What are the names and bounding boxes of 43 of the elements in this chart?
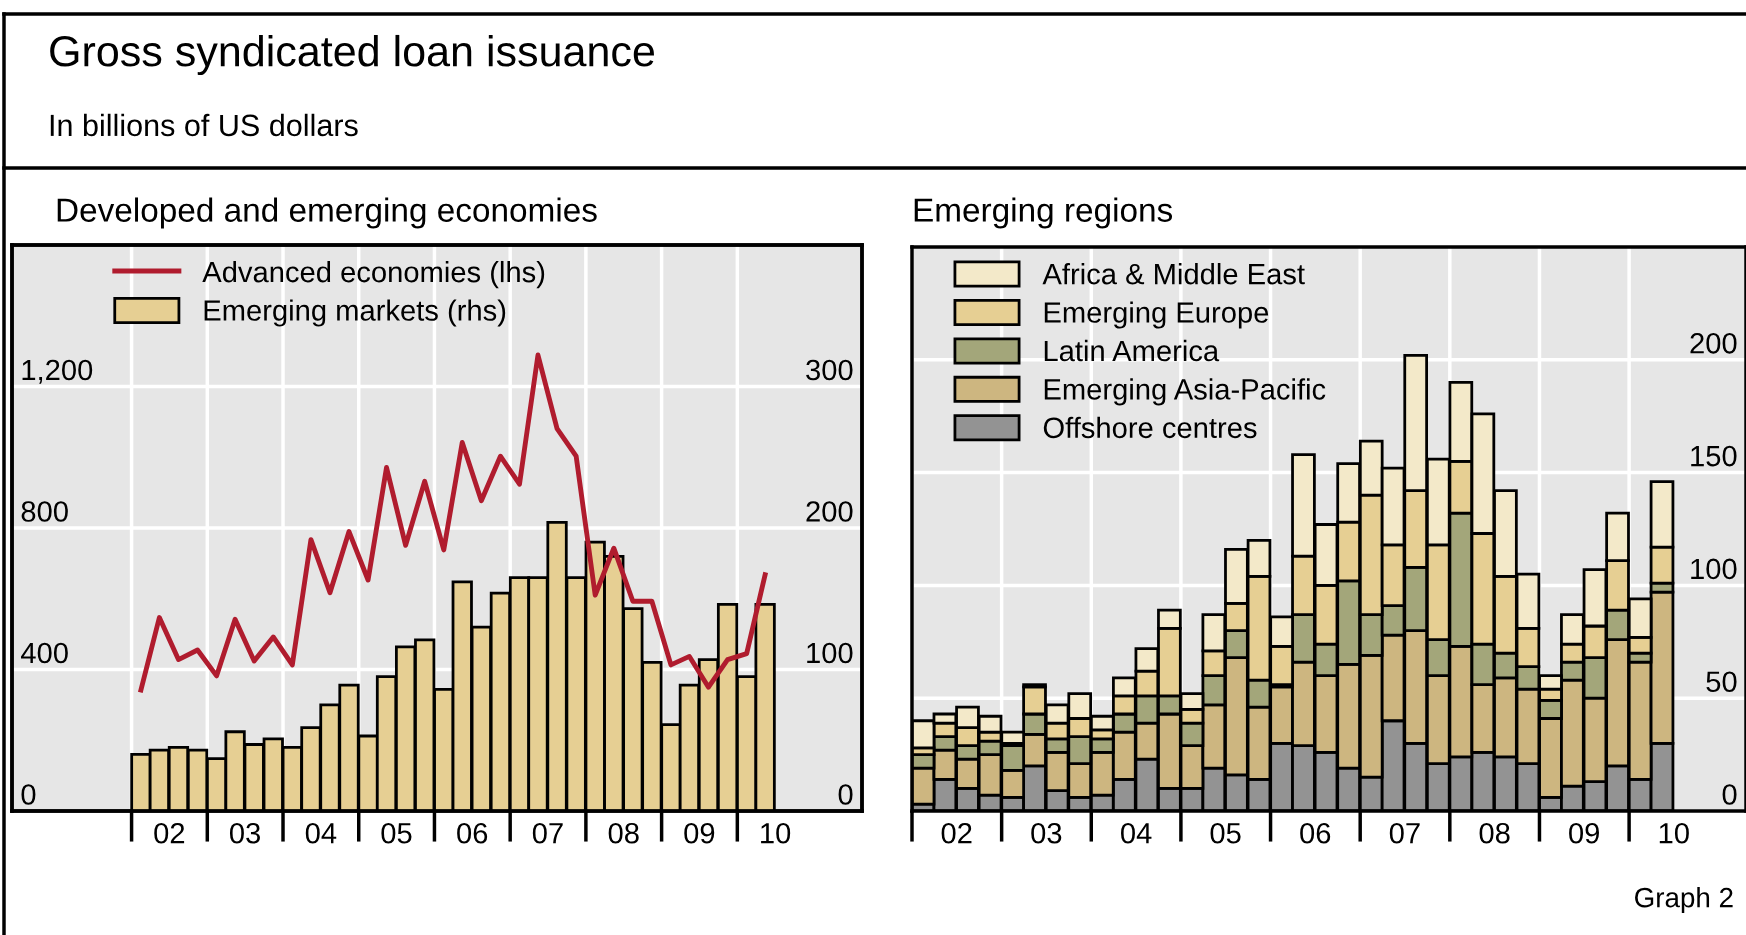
y2-tick-label: 0: [838, 784, 853, 805]
x-tick-label: 07: [1389, 822, 1420, 844]
x-tick-label: 06: [457, 822, 488, 844]
x-tick-label: 05: [381, 822, 412, 844]
legend-label: Emerging Asia-Pacific: [1044, 378, 1326, 406]
legend-label: Emerging markets (rhs): [204, 299, 506, 327]
y-tick-label: 1,200: [22, 359, 93, 384]
y-tick-label: 200: [1690, 332, 1737, 354]
chart-subtitle: In billions of US dollars: [50, 113, 358, 137]
x-tick-label: 05: [1210, 822, 1241, 844]
legend-label: Offshore centres: [1043, 416, 1257, 439]
caption: Graph 2: [1635, 887, 1733, 913]
chart-title: Gross syndicated loan issuance: [50, 34, 654, 76]
y2-tick-label: 300: [806, 359, 853, 381]
legend-label: Africa & Middle East: [1042, 263, 1305, 285]
x-tick-label: 10: [761, 822, 791, 844]
x-tick-label: 06: [1300, 822, 1331, 844]
x-tick-label: 08: [1479, 822, 1510, 844]
y-tick-label: 50: [1706, 671, 1737, 693]
y-tick-label: 0: [21, 784, 36, 805]
legend-label: Emerging Europe: [1044, 301, 1269, 329]
legend-label: Latin America: [1044, 339, 1220, 362]
x-tick-label: 03: [1031, 822, 1062, 844]
y-tick-label: 400: [21, 642, 68, 664]
text: Developed and emerging economies: [57, 197, 597, 229]
y2-tick-label: 100: [807, 642, 853, 664]
x-tick-label: 04: [1121, 822, 1152, 844]
x-tick-label: 03: [229, 822, 260, 844]
y-tick-label: 0: [1722, 784, 1737, 805]
x-tick-label: 07: [532, 822, 563, 844]
x-tick-label: 08: [608, 822, 639, 844]
y-tick-label: 150: [1691, 445, 1737, 467]
x-tick-label: 10: [1659, 822, 1689, 844]
x-tick-label: 09: [1569, 822, 1599, 844]
legend-label: Advanced economies (lhs): [202, 260, 545, 289]
x-tick-label: 02: [154, 822, 185, 844]
x-tick-label: 02: [941, 822, 972, 844]
y-tick-label: 800: [21, 501, 68, 522]
y2-tick-label: 200: [806, 501, 853, 522]
x-tick-label: 09: [684, 822, 715, 844]
chart-title: Emerging regions: [914, 197, 1173, 229]
y-tick-label: 100: [1691, 558, 1737, 580]
x-tick-label: 04: [305, 822, 337, 844]
